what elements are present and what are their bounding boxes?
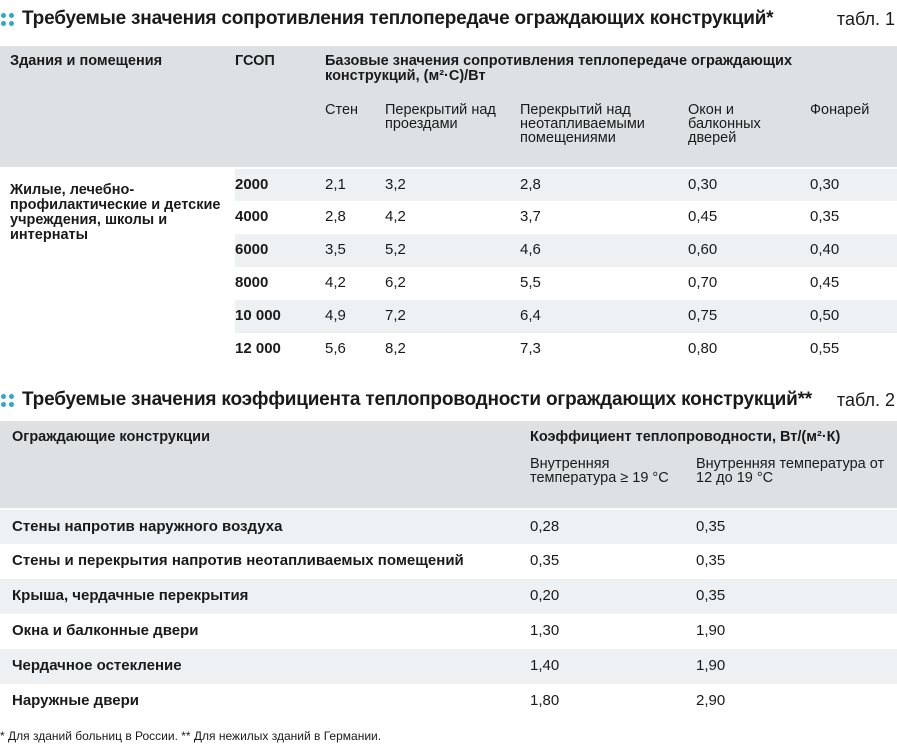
value-cell: 5,5 [520,267,688,300]
table-row: Стены напротив наружного воздуха 0,28 0,… [0,508,897,544]
table1-sub-header: Перекрытий над неотапливаемыми помещения… [520,102,645,146]
table1: Здания и помещения ГСОП Базовые значения… [0,46,897,366]
gsop-cell: 4000 [235,201,325,234]
table-row: Наружные двери 1,80 2,90 [0,684,897,719]
value-cell: 0,70 [688,267,810,300]
table-row: Окна и балконные двери 1,30 1,90 [0,614,897,649]
table2-header-row: Ограждающие конструкции Коэффициент тепл… [0,421,897,453]
construction-name: Наружные двери [0,684,530,719]
table1-subheader-row: Стен Перекрытий над проездами Перекрытий… [0,100,897,168]
value-cell: 4,9 [325,300,385,333]
table-row: Стены и перекрытия напротив неотапливаем… [0,544,897,579]
value-cell: 0,60 [688,234,810,267]
table1-header-row: Здания и помещения ГСОП Базовые значения… [0,46,897,100]
value-cell: 0,30 [810,167,897,201]
construction-name: Чердачное остекление [0,649,530,684]
gsop-cell: 12 000 [235,333,325,366]
value-cell: 0,35 [530,544,696,579]
gsop-cell: 10 000 [235,300,325,333]
table1-sub-header: Перекрытий над проездами [385,102,496,132]
value-cell: 0,40 [810,234,897,267]
value-cell: 1,80 [530,684,696,719]
table1-col-building: Здания и помещения [10,53,163,69]
table2-title: Требуемые значения коэффициента теплопро… [22,389,812,410]
table2-sub-header: Внутренняя температура от 12 до 19 °С [696,456,885,486]
table-row: Чердачное остекление 1,40 1,90 [0,649,897,684]
table-row: 6000 3,5 5,2 4,6 0,60 0,40 [0,234,897,267]
table1-col-group: Базовые значения сопротивления теплопере… [325,53,793,84]
table-row: Жилые, лечебно-профилактические и детски… [0,167,897,366]
value-cell: 3,2 [385,167,520,201]
table-row: 8000 4,2 6,2 5,5 0,70 0,45 [0,267,897,300]
bullet-dots-icon [1,12,14,26]
table1-sub-header: Фонарей [810,102,870,118]
table2-label: табл. 2 [836,389,895,410]
value-cell: 2,8 [325,201,385,234]
value-cell: 7,2 [385,300,520,333]
value-cell: 0,30 [688,167,810,201]
table1-sub-header: Окон и балконных дверей [688,102,761,146]
value-cell: 4,2 [385,201,520,234]
table1-title: Требуемые значения сопротивления теплопе… [22,8,774,29]
value-cell: 0,80 [688,333,810,366]
construction-name: Окна и балконные двери [0,614,530,649]
gsop-cell: 6000 [235,234,325,267]
table-row: 12 000 5,6 8,2 7,3 0,80 0,55 [0,333,897,366]
table2-title-row: Требуемые значения коэффициента теплопро… [0,389,897,411]
table-row: Крыша, чердачные перекрытия 0,20 0,35 [0,579,897,614]
table2-col-construction: Ограждающие конструкции [12,429,210,445]
table2-col-group: Коэффициент теплопроводности, Вт/(м²·К) [530,429,841,445]
value-cell: 0,28 [530,508,696,544]
value-cell: 0,55 [810,333,897,366]
value-cell: 3,7 [520,201,688,234]
footnote: * Для зданий больниц в России. ** Для не… [0,729,382,743]
value-cell: 0,35 [810,201,897,234]
bullet-dots-icon [1,393,14,407]
value-cell: 4,6 [520,234,688,267]
table1-sub-header: Стен [325,102,359,118]
value-cell: 1,40 [530,649,696,684]
value-cell: 0,20 [530,579,696,614]
value-cell: 5,2 [385,234,520,267]
value-cell: 1,90 [696,614,897,649]
value-cell: 7,3 [520,333,688,366]
gsop-cell: 2000 [235,167,325,201]
table1-label: табл. 1 [836,8,895,29]
value-cell: 3,5 [325,234,385,267]
construction-name: Стены и перекрытия напротив неотапливаем… [0,544,530,579]
construction-name: Крыша, чердачные перекрытия [0,579,530,614]
table2-subheader-row: Внутренняя температура ≥ 19 °С Внутрення… [0,453,897,509]
value-cell: 0,35 [696,508,897,544]
value-cell: 0,35 [696,544,897,579]
value-cell: 5,6 [325,333,385,366]
value-cell: 6,4 [520,300,688,333]
value-cell: 6,2 [385,267,520,300]
table-row: 4000 2,8 4,2 3,7 0,45 0,35 [0,201,897,234]
table1-col-gsop: ГСОП [235,53,275,69]
value-cell: 1,30 [530,614,696,649]
table1-title-row: Требуемые значения сопротивления теплопе… [0,8,897,30]
table2-sub-header: Внутренняя температура ≥ 19 °С [530,456,669,486]
construction-name: Стены напротив наружного воздуха [0,508,530,544]
gsop-cell: 8000 [235,267,325,300]
value-cell: 2,8 [520,167,688,201]
building-type-label: Жилые, лечебно-профилактические и детски… [0,167,235,366]
value-cell: 1,90 [696,649,897,684]
value-cell: 0,50 [810,300,897,333]
value-cell: 0,35 [696,579,897,614]
value-cell: 2,1 [325,167,385,201]
value-cell: 0,45 [810,267,897,300]
table2: Ограждающие конструкции Коэффициент тепл… [0,421,897,719]
value-cell: 4,2 [325,267,385,300]
value-cell: 2,90 [696,684,897,719]
value-cell: 0,75 [688,300,810,333]
table-row: 10 000 4,9 7,2 6,4 0,75 0,50 [0,300,897,333]
value-cell: 8,2 [385,333,520,366]
value-cell: 0,45 [688,201,810,234]
